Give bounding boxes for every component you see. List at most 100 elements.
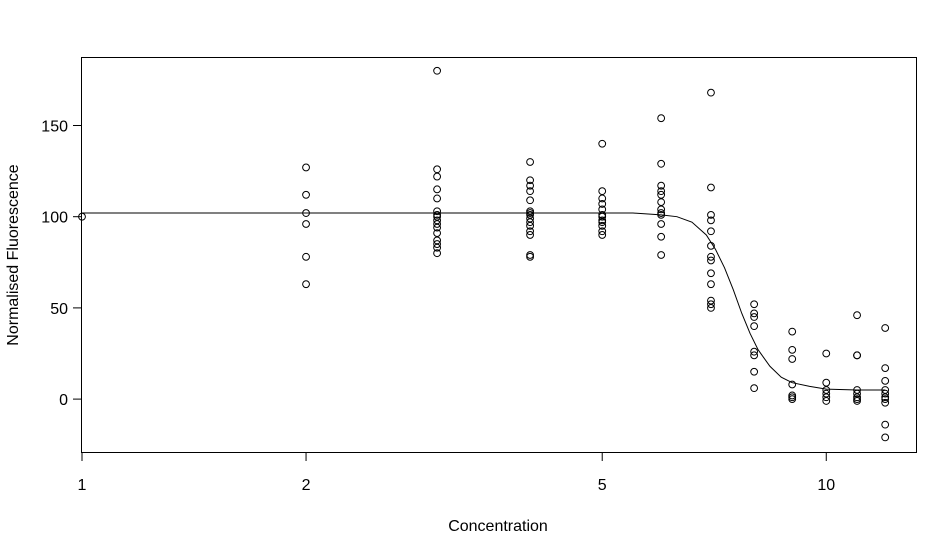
data-point: [707, 227, 715, 236]
data-point: [302, 190, 310, 199]
data-point: [707, 300, 715, 309]
data-point: [750, 347, 759, 356]
data-point: [433, 249, 442, 258]
data-point: [881, 395, 890, 404]
data-point: [598, 200, 607, 208]
data-point: [657, 251, 666, 259]
data-point: [433, 207, 442, 216]
data-point: [707, 216, 715, 225]
data-point: [302, 163, 310, 172]
data-point: [433, 220, 442, 228]
data-point: [788, 395, 797, 404]
data-point: [788, 345, 797, 354]
x-tick-label: 10: [817, 477, 835, 494]
data-point: [526, 187, 534, 196]
data-point: [657, 198, 666, 207]
data-point: [707, 88, 715, 97]
data-point: [750, 367, 759, 376]
data-point: [822, 378, 831, 387]
data-point: [302, 252, 310, 261]
data-point: [526, 221, 534, 230]
y-axis: 0 50 100 150: [41, 118, 82, 409]
y-tick-label: 100: [41, 210, 68, 227]
data-point: [657, 210, 666, 219]
data-point: [657, 181, 666, 190]
data-point: [526, 196, 534, 205]
data-point: [657, 220, 666, 228]
data-point: [707, 280, 715, 289]
x-axis-label: Concentration: [448, 518, 548, 535]
data-point: [750, 313, 759, 321]
data-point: [598, 194, 607, 203]
data-point: [881, 364, 890, 372]
y-tick-label: 50: [50, 301, 68, 318]
data-point: [598, 212, 607, 221]
data-point: [750, 384, 759, 393]
data-point: [657, 114, 666, 123]
y-tick-label: 150: [41, 118, 68, 135]
data-point: [526, 252, 534, 261]
data-point: [433, 223, 442, 232]
data-point: [598, 187, 607, 196]
data-point: [526, 218, 534, 227]
data-point: [433, 243, 442, 252]
x-tick-label: 2: [302, 477, 311, 494]
data-point: [598, 139, 607, 148]
y-axis-label: Normalised Fluorescence: [5, 164, 22, 346]
data-point: [526, 227, 534, 236]
data-point: [707, 241, 715, 250]
data-point: [881, 324, 890, 332]
data-point: [598, 231, 607, 239]
data-point: [822, 349, 831, 358]
data-point: [433, 194, 442, 203]
fitted-curve: [82, 212, 886, 391]
data-point: [853, 351, 861, 360]
data-point: [433, 172, 442, 181]
data-point: [707, 183, 715, 192]
data-point: [750, 300, 759, 309]
data-point: [598, 221, 607, 230]
data-point: [822, 397, 831, 405]
data-point: [750, 309, 759, 318]
data-point: [433, 185, 442, 194]
data-point: [707, 303, 715, 312]
data-point: [433, 240, 442, 248]
data-point: [750, 351, 759, 360]
x-tick-label: 1: [78, 477, 87, 494]
data-point: [881, 376, 890, 385]
x-axis: 1 2 5 10: [78, 452, 835, 494]
fitted-curve-layer: [82, 212, 886, 391]
data-point: [657, 205, 666, 214]
data-point: [853, 397, 861, 405]
plot-frame: [81, 57, 917, 453]
data-point: [433, 66, 442, 75]
data-point: [707, 210, 715, 219]
data-point: [302, 280, 310, 289]
data-points-layer: [78, 66, 890, 442]
data-point: [433, 165, 442, 174]
data-point: [881, 398, 890, 407]
data-point: [598, 227, 607, 236]
data-point: [526, 231, 534, 239]
data-point: [526, 158, 534, 166]
data-point: [598, 218, 607, 227]
data-point: [302, 209, 310, 217]
data-point: [707, 256, 715, 265]
data-point: [853, 311, 861, 320]
data-point: [526, 181, 534, 190]
data-point: [526, 176, 534, 185]
data-point: [657, 187, 666, 196]
data-point: [657, 159, 666, 168]
y-tick-label: 0: [59, 392, 68, 409]
data-point: [750, 322, 759, 331]
data-point: [822, 393, 831, 402]
data-point: [657, 232, 666, 241]
data-point: [881, 420, 890, 429]
data-point: [881, 389, 890, 398]
data-point: [788, 327, 797, 336]
data-point: [707, 252, 715, 261]
data-point: [707, 269, 715, 278]
data-point: [881, 433, 890, 442]
